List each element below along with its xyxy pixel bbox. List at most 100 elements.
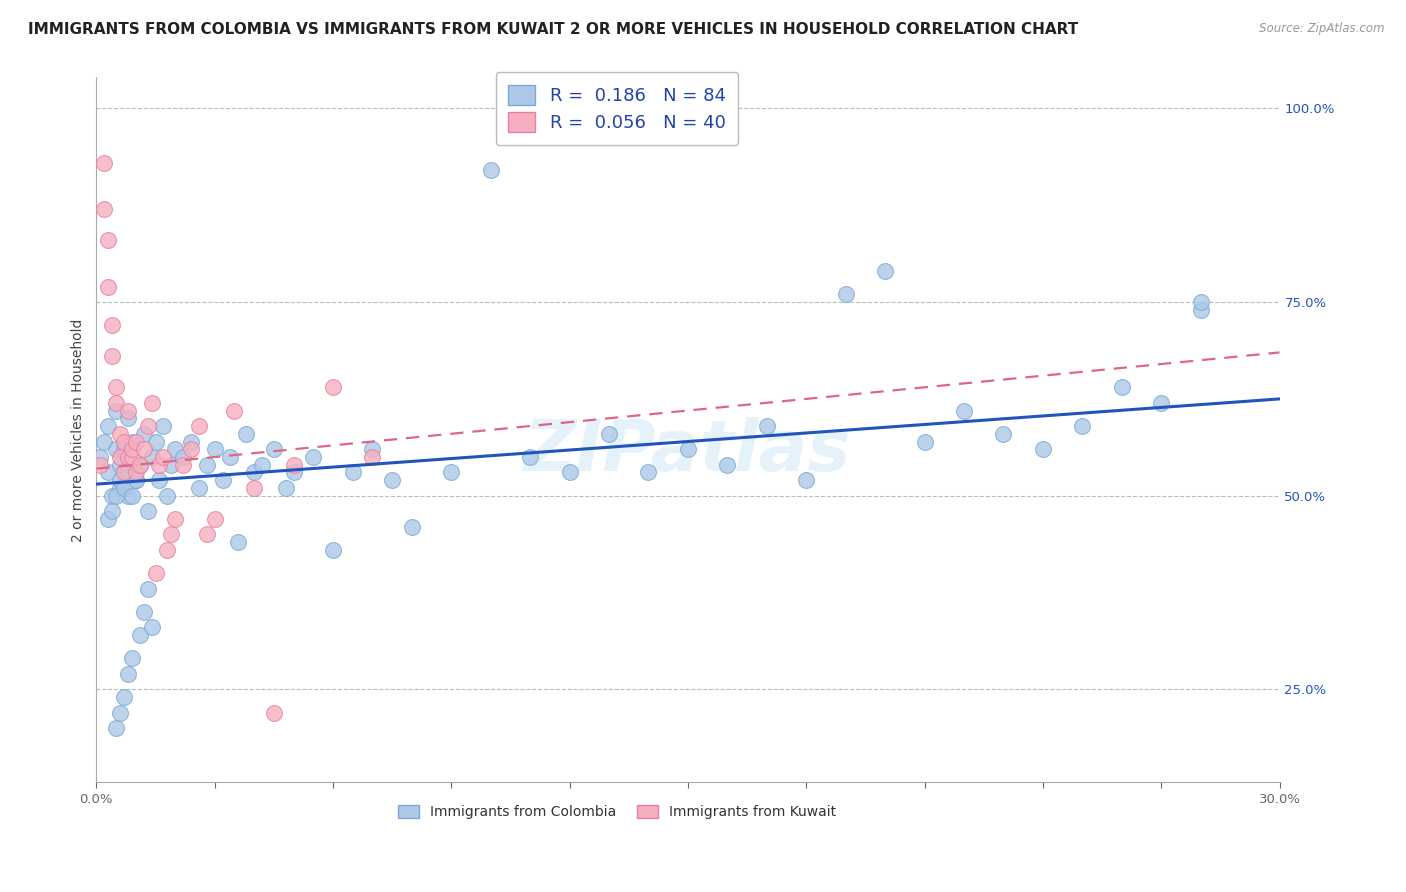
Point <box>519 450 541 464</box>
Point <box>145 566 167 581</box>
Point <box>105 380 128 394</box>
Point <box>263 442 285 457</box>
Point <box>112 466 135 480</box>
Point <box>117 411 139 425</box>
Point <box>156 543 179 558</box>
Point <box>89 458 111 472</box>
Point <box>152 419 174 434</box>
Point <box>141 396 163 410</box>
Point <box>93 434 115 449</box>
Point <box>875 264 897 278</box>
Point <box>993 426 1015 441</box>
Point <box>165 512 187 526</box>
Point <box>794 473 817 487</box>
Point <box>224 403 246 417</box>
Point <box>105 403 128 417</box>
Point <box>187 419 209 434</box>
Point <box>132 605 155 619</box>
Point <box>558 466 581 480</box>
Point <box>145 434 167 449</box>
Point <box>342 466 364 480</box>
Point <box>755 419 778 434</box>
Point <box>128 628 150 642</box>
Point <box>211 473 233 487</box>
Point <box>235 426 257 441</box>
Point <box>187 481 209 495</box>
Point <box>136 419 159 434</box>
Point <box>117 666 139 681</box>
Point <box>108 481 131 495</box>
Point <box>1111 380 1133 394</box>
Point <box>953 403 976 417</box>
Point <box>263 706 285 720</box>
Point <box>112 481 135 495</box>
Point <box>93 202 115 216</box>
Point <box>121 450 143 464</box>
Point <box>1189 302 1212 317</box>
Point <box>93 155 115 169</box>
Point <box>716 458 738 472</box>
Point <box>117 450 139 464</box>
Point <box>243 481 266 495</box>
Point <box>105 442 128 457</box>
Point <box>195 527 218 541</box>
Y-axis label: 2 or more Vehicles in Household: 2 or more Vehicles in Household <box>72 318 86 541</box>
Point <box>676 442 699 457</box>
Point <box>204 442 226 457</box>
Point <box>250 458 273 472</box>
Point <box>283 458 305 472</box>
Point <box>637 466 659 480</box>
Point <box>160 458 183 472</box>
Point <box>243 466 266 480</box>
Point <box>1189 295 1212 310</box>
Point <box>148 473 170 487</box>
Point <box>228 535 250 549</box>
Point <box>105 721 128 735</box>
Text: IMMIGRANTS FROM COLOMBIA VS IMMIGRANTS FROM KUWAIT 2 OR MORE VEHICLES IN HOUSEHO: IMMIGRANTS FROM COLOMBIA VS IMMIGRANTS F… <box>28 22 1078 37</box>
Point <box>180 434 202 449</box>
Point <box>105 396 128 410</box>
Point <box>283 466 305 480</box>
Text: Source: ZipAtlas.com: Source: ZipAtlas.com <box>1260 22 1385 36</box>
Point <box>361 442 384 457</box>
Point <box>914 434 936 449</box>
Point <box>108 706 131 720</box>
Point <box>141 620 163 634</box>
Point <box>165 442 187 457</box>
Point <box>128 458 150 472</box>
Point <box>108 450 131 464</box>
Point <box>101 504 124 518</box>
Point <box>132 442 155 457</box>
Point <box>121 458 143 472</box>
Point <box>112 434 135 449</box>
Point <box>479 163 502 178</box>
Point <box>125 434 148 449</box>
Point <box>117 466 139 480</box>
Point <box>1071 419 1094 434</box>
Point <box>117 403 139 417</box>
Point <box>121 651 143 665</box>
Point <box>136 504 159 518</box>
Point <box>97 466 120 480</box>
Point <box>97 512 120 526</box>
Point <box>180 442 202 457</box>
Point <box>108 426 131 441</box>
Point <box>112 466 135 480</box>
Legend: Immigrants from Colombia, Immigrants from Kuwait: Immigrants from Colombia, Immigrants fro… <box>392 799 842 825</box>
Point <box>97 233 120 247</box>
Point <box>89 450 111 464</box>
Point <box>1032 442 1054 457</box>
Point <box>97 279 120 293</box>
Point <box>1150 396 1173 410</box>
Point <box>172 458 194 472</box>
Point <box>125 473 148 487</box>
Point <box>274 481 297 495</box>
Point <box>834 287 856 301</box>
Point <box>302 450 325 464</box>
Point <box>112 442 135 457</box>
Point <box>132 426 155 441</box>
Point <box>125 473 148 487</box>
Point <box>101 318 124 333</box>
Point <box>121 442 143 457</box>
Point <box>598 426 620 441</box>
